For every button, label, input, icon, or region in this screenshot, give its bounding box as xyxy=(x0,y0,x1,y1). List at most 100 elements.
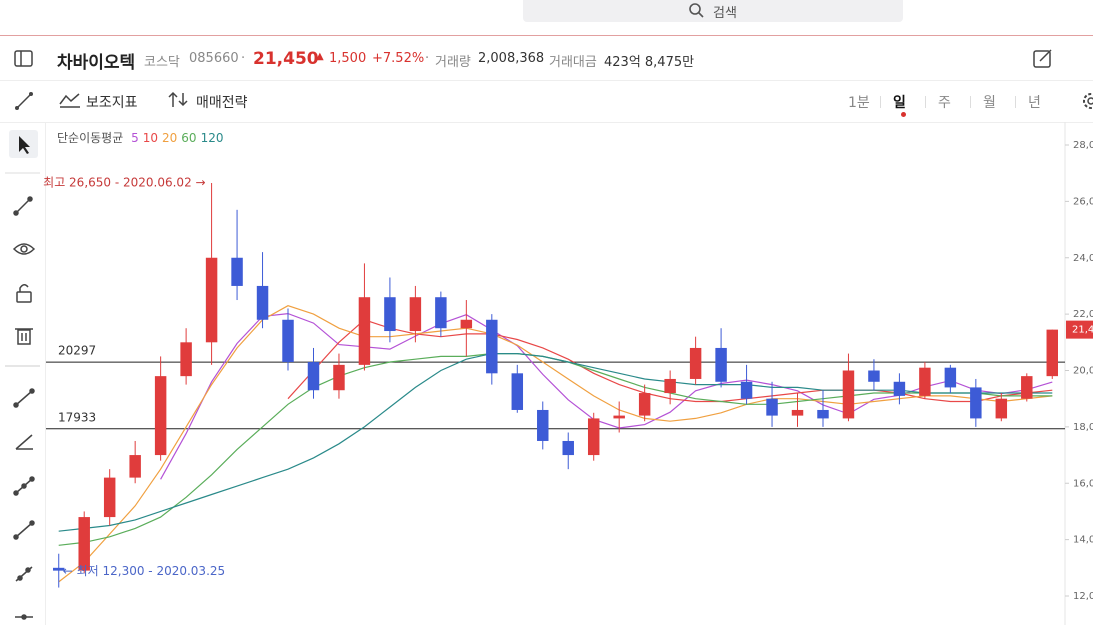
search-box[interactable]: 검색 xyxy=(523,0,903,22)
market: 코스닥 xyxy=(144,55,180,70)
volume: 2,008,368 xyxy=(478,51,545,66)
strategy-icon xyxy=(168,91,188,107)
y-tick-label: 28,000 xyxy=(1073,140,1093,151)
candle-body xyxy=(766,398,778,416)
y-tick-label: 18,000 xyxy=(1073,422,1093,433)
candle-body xyxy=(919,367,931,396)
trend-tool[interactable] xyxy=(13,388,35,408)
level-label: 17933 xyxy=(58,410,96,424)
change: 1,500 xyxy=(329,51,367,66)
draw-tool[interactable] xyxy=(14,91,34,111)
legend-entry: 5 xyxy=(131,131,139,145)
angle-tool[interactable] xyxy=(15,434,33,450)
active-dot xyxy=(901,112,906,117)
candle-body xyxy=(78,517,90,571)
volume-label: 거래량 xyxy=(435,55,471,70)
indicators-button[interactable]: 보조지표 xyxy=(86,95,138,111)
candle-body xyxy=(893,381,906,396)
candle-body xyxy=(180,342,192,377)
sidebar-toggle[interactable] xyxy=(14,50,34,68)
candle-body xyxy=(613,415,625,419)
y-tick-label: 26,000 xyxy=(1073,196,1093,207)
line-tool[interactable] xyxy=(13,196,33,216)
search-text: 검색 xyxy=(713,6,737,21)
candle-body xyxy=(868,370,880,382)
candle-body xyxy=(587,418,600,456)
y-tick-label: 12,000 xyxy=(1073,591,1093,602)
left-toolbar xyxy=(5,130,40,620)
candle-body xyxy=(791,409,804,416)
candle-body xyxy=(154,376,167,456)
period-tab[interactable]: 일 xyxy=(893,95,906,111)
price: 21,450 xyxy=(253,49,319,69)
candle-body xyxy=(333,364,345,391)
candle-body xyxy=(1046,329,1058,377)
change-pct: +7.52% xyxy=(372,51,425,66)
candle-body xyxy=(970,387,982,419)
sep: · xyxy=(241,51,246,66)
tab-sep xyxy=(880,96,881,108)
channel-tool[interactable] xyxy=(13,520,35,540)
ma-line xyxy=(58,305,1053,583)
period-tab[interactable]: 1분 xyxy=(848,95,870,111)
amount: 423억 8,475만 xyxy=(604,55,695,70)
settings-icon[interactable] xyxy=(1080,90,1093,112)
legend-entry: 10 xyxy=(142,131,158,145)
y-tick-label: 24,000 xyxy=(1073,253,1093,264)
candle-body xyxy=(664,378,676,394)
ma-title: 단순이동평균 xyxy=(57,131,124,145)
candle-body xyxy=(256,285,269,320)
period-tab[interactable]: 월 xyxy=(983,95,996,111)
candle-body xyxy=(358,297,371,365)
indicator-icon xyxy=(59,93,80,108)
edit-icon[interactable] xyxy=(1032,48,1054,70)
y-tick-label: 22,000 xyxy=(1073,309,1093,320)
candle-body xyxy=(460,319,473,329)
divider xyxy=(0,80,1093,81)
hline-tool[interactable] xyxy=(15,614,33,620)
amount-label: 거래대금 xyxy=(549,55,597,70)
y-tick-label: 14,000 xyxy=(1073,535,1093,546)
candle-body xyxy=(435,297,447,329)
low-note: ← 최저 12,300 - 2020.03.25 xyxy=(63,564,225,578)
legend-entry: 60 xyxy=(181,131,197,145)
parallel-tool[interactable] xyxy=(15,566,33,582)
trash-tool[interactable] xyxy=(15,328,33,345)
tab-sep xyxy=(970,96,971,108)
divider xyxy=(0,35,1093,36)
candle-body xyxy=(562,440,574,456)
eye-tool[interactable] xyxy=(12,243,36,255)
price-tag xyxy=(1066,320,1093,339)
candle-body xyxy=(129,455,141,478)
candle-body xyxy=(103,477,116,518)
candle-body xyxy=(995,398,1008,419)
code: 085660 xyxy=(189,51,239,66)
strategy-button[interactable]: 매매전략 xyxy=(196,95,248,111)
tab-sep xyxy=(1015,96,1016,108)
ma-legend: 단순이동평균 5 10 20 60 120 xyxy=(57,129,223,146)
candle-body xyxy=(511,373,524,410)
candle-body xyxy=(1021,376,1033,399)
stock-name: 차바이오텍 xyxy=(57,53,136,73)
candle-body xyxy=(307,362,320,391)
period-tab[interactable]: 년 xyxy=(1028,95,1041,111)
candle-body xyxy=(842,370,855,419)
divider xyxy=(0,122,1093,123)
period-tab[interactable]: 주 xyxy=(938,95,951,111)
lock-tool[interactable] xyxy=(16,284,32,303)
candle-body xyxy=(53,567,65,571)
cursor-tool[interactable] xyxy=(19,136,30,154)
y-tick-label: 16,000 xyxy=(1073,478,1093,489)
up-arrow: ▲ xyxy=(316,51,324,62)
candle-body xyxy=(817,409,829,419)
divider xyxy=(45,122,46,625)
sep: · xyxy=(425,51,430,66)
candle-body xyxy=(409,297,422,332)
y-tick-label: 20,000 xyxy=(1073,366,1093,377)
candle-body xyxy=(486,319,498,374)
ray-tool[interactable] xyxy=(13,476,35,496)
level-label: 20297 xyxy=(58,344,96,358)
price-tag-label: 21,450 xyxy=(1072,325,1093,336)
